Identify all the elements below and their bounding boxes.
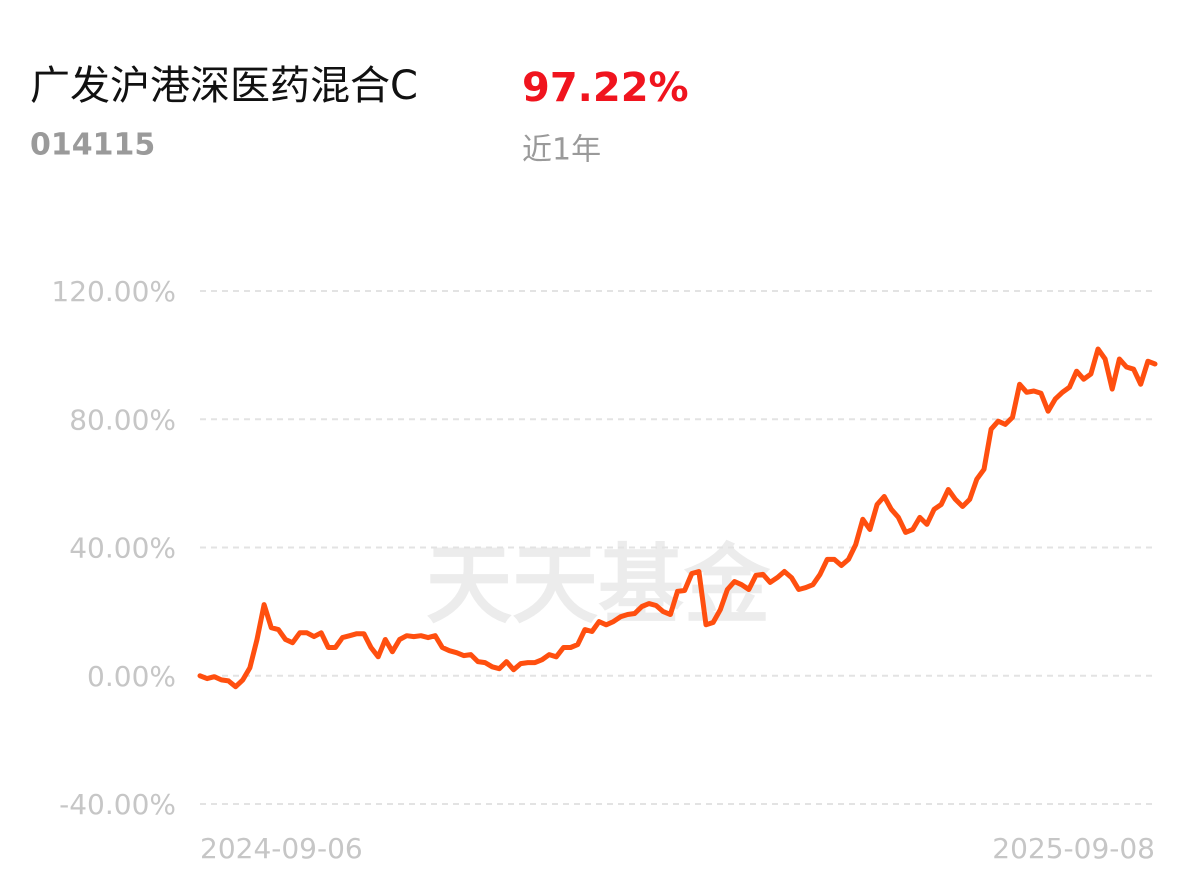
return-value: 97.22% [522, 65, 689, 111]
y-tick-label: -40.00% [59, 788, 176, 821]
y-tick-label: 40.00% [69, 532, 176, 565]
chart-title: 广发沪港深医药混合C [30, 63, 418, 109]
y-tick-label: 120.00% [51, 275, 176, 308]
period-label: 近1年 [522, 133, 601, 168]
y-tick-label: 0.00% [87, 660, 176, 693]
x-tick-label: 2025-09-08 [992, 832, 1155, 865]
x-tick-label: 2024-09-06 [200, 832, 363, 865]
fund-code: 014115 [30, 128, 155, 163]
line-series [197, 346, 1158, 690]
y-tick-label: 80.00% [69, 403, 176, 436]
